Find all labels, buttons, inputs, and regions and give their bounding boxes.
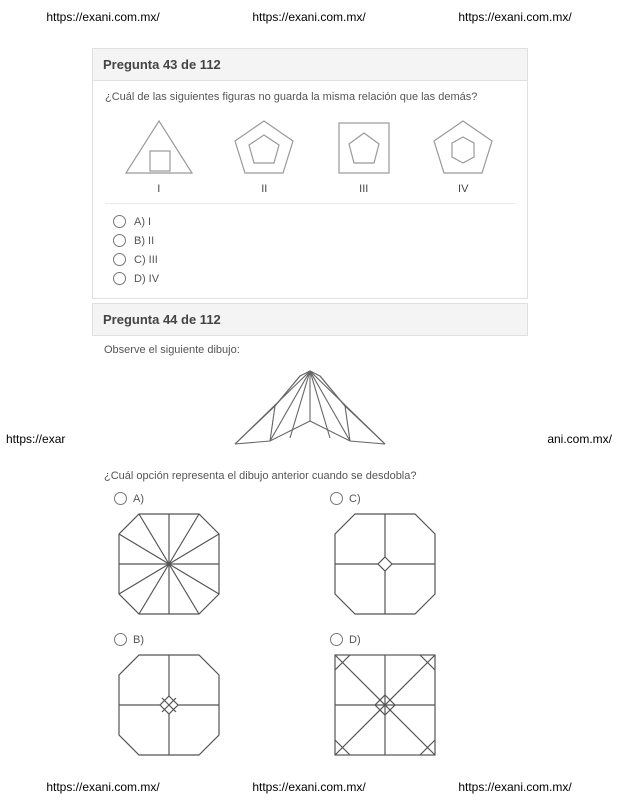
radio-input[interactable] [330, 633, 343, 646]
option-label: D) IV [134, 273, 159, 285]
option-b[interactable]: B) [114, 633, 290, 646]
radio-input[interactable] [114, 492, 127, 505]
unfold-figure-c [330, 509, 440, 619]
option-d[interactable]: D) [330, 633, 506, 646]
q44-body: Observe el siguiente dibujo: [92, 336, 528, 768]
option-d[interactable]: D) IV [105, 269, 515, 288]
pentagon-pentagon-icon [229, 117, 299, 177]
watermark-url: https://exani.com.mx/ [206, 780, 412, 794]
option-label: B) II [134, 235, 154, 247]
unfold-figure-a [114, 509, 224, 619]
triangle-square-icon [122, 117, 196, 177]
figure-label: II [261, 183, 267, 195]
figure-label: III [359, 183, 368, 195]
radio-input[interactable] [114, 633, 127, 646]
figure-label: I [157, 183, 160, 195]
unfold-figure-d [330, 650, 440, 760]
watermark-url: https://exani.com.mx/ [0, 780, 206, 794]
q44-option-a: A) [114, 492, 290, 619]
q44-origami [104, 366, 516, 456]
q43-options: A) I B) II C) III D) IV [105, 203, 515, 288]
option-label: D) [349, 634, 361, 646]
main-content: Pregunta 43 de 112 ¿Cuál de las siguient… [92, 48, 528, 768]
figure-1: I [122, 117, 196, 195]
q44-prompt2: ¿Cuál opción representa el dibujo anteri… [104, 470, 516, 482]
unfold-figure-b [114, 650, 224, 760]
option-c[interactable]: C) III [105, 250, 515, 269]
q43-prompt: ¿Cuál de las siguientes figuras no guard… [105, 91, 515, 103]
radio-input[interactable] [330, 492, 343, 505]
q44-instruction: Observe el siguiente dibujo: [104, 344, 516, 356]
option-c[interactable]: C) [330, 492, 506, 505]
watermark-top: https://exani.com.mx/ https://exani.com.… [0, 10, 618, 24]
option-label: A) [133, 493, 144, 505]
radio-input[interactable] [113, 272, 126, 285]
q43-header: Pregunta 43 de 112 [92, 48, 528, 81]
q44-option-b: B) [114, 633, 290, 760]
q43-body: ¿Cuál de las siguientes figuras no guard… [92, 81, 528, 299]
figure-3: III [333, 117, 395, 195]
watermark-bottom: https://exani.com.mx/ https://exani.com.… [0, 780, 618, 794]
option-label: B) [133, 634, 144, 646]
radio-input[interactable] [113, 234, 126, 247]
radio-input[interactable] [113, 215, 126, 228]
option-b[interactable]: B) II [105, 231, 515, 250]
folded-paper-icon [215, 366, 405, 456]
watermark-url: https://exani.com.mx/ [412, 10, 618, 24]
q44-header: Pregunta 44 de 112 [92, 303, 528, 336]
q43-figures: I II III [105, 117, 515, 195]
option-a[interactable]: A) [114, 492, 290, 505]
figure-4: IV [428, 117, 498, 195]
q44-options-grid: A) C) [114, 492, 506, 760]
watermark-url: https://exani.com.mx/ [412, 780, 618, 794]
option-label: C) [349, 493, 361, 505]
figure-2: II [229, 117, 299, 195]
radio-input[interactable] [113, 253, 126, 266]
square-pentagon-icon [333, 117, 395, 177]
q44-option-d: D) [330, 633, 506, 760]
option-a[interactable]: A) I [105, 212, 515, 231]
option-label: C) III [134, 254, 158, 266]
figure-label: IV [458, 183, 468, 195]
q44-option-c: C) [330, 492, 506, 619]
watermark-url: https://exani.com.mx/ [206, 10, 412, 24]
watermark-url: https://exani.com.mx/ [0, 10, 206, 24]
option-label: A) I [134, 216, 151, 228]
pentagon-hexagon-icon [428, 117, 498, 177]
